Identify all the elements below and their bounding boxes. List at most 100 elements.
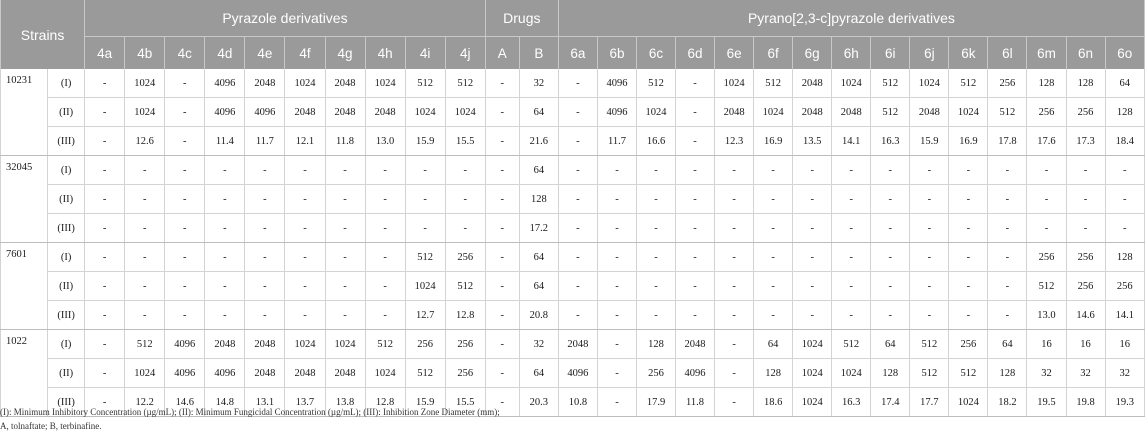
value-cell: - xyxy=(753,242,794,272)
value-cell: 1024 xyxy=(635,97,677,127)
value-cell: - xyxy=(714,213,755,243)
value-cell: 512 xyxy=(404,69,446,98)
value-cell: - xyxy=(84,300,126,330)
value-cell: 2048 xyxy=(284,97,326,127)
value-cell: - xyxy=(635,242,677,272)
row-label: (III) xyxy=(47,300,86,330)
value-cell: - xyxy=(557,97,598,127)
value-cell: 32 xyxy=(1104,358,1145,388)
value-cell: 512 xyxy=(870,97,911,127)
group-header-drugs: Drugs xyxy=(484,0,559,37)
value-cell: 128 xyxy=(635,329,677,359)
value-cell: 18.4 xyxy=(1104,126,1145,156)
value-cell: - xyxy=(987,271,1028,301)
value-cell: 512 xyxy=(948,358,989,388)
column-header: 4d xyxy=(204,36,246,69)
column-header: 6k xyxy=(948,36,989,69)
value-cell: - xyxy=(84,184,126,214)
value-cell: 16 xyxy=(1104,329,1145,359)
value-cell: 1024 xyxy=(284,69,326,98)
value-cell: 256 xyxy=(987,69,1028,98)
value-cell: - xyxy=(714,329,755,359)
value-cell: - xyxy=(675,155,716,185)
value-cell: 2048 xyxy=(909,97,950,127)
value-cell: - xyxy=(1026,184,1067,214)
value-cell: - xyxy=(596,242,637,272)
column-header: 6f xyxy=(753,36,794,69)
value-cell: - xyxy=(831,242,872,272)
value-cell: - xyxy=(164,242,206,272)
value-cell: 256 xyxy=(948,329,989,359)
column-header: 6o xyxy=(1104,36,1145,69)
value-cell: - xyxy=(1104,155,1145,185)
strains-header: Strains xyxy=(0,0,86,69)
value-cell: - xyxy=(84,213,126,243)
value-cell: - xyxy=(124,271,166,301)
value-cell: 15.9 xyxy=(909,126,950,156)
value-cell: - xyxy=(124,213,166,243)
value-cell: 2048 xyxy=(792,69,833,98)
value-cell: 16.9 xyxy=(753,126,794,156)
strain-name: 7601 xyxy=(0,242,49,330)
value-cell: 4096 xyxy=(164,358,206,388)
value-cell: 512 xyxy=(444,69,486,98)
value-cell: 128 xyxy=(753,358,794,388)
value-cell: 11.4 xyxy=(204,126,246,156)
value-cell: - xyxy=(84,358,126,388)
value-cell: - xyxy=(596,358,637,388)
value-cell: 17.4 xyxy=(870,387,911,417)
value-cell: 1024 xyxy=(948,387,989,417)
column-header: 4g xyxy=(324,36,366,69)
value-cell: - xyxy=(557,271,598,301)
value-cell: 2048 xyxy=(244,329,286,359)
value-cell: - xyxy=(284,213,326,243)
value-cell: - xyxy=(675,300,716,330)
value-cell: - xyxy=(831,213,872,243)
value-cell: - xyxy=(831,300,872,330)
value-cell: - xyxy=(948,155,989,185)
value-cell: - xyxy=(284,184,326,214)
row-label: (II) xyxy=(47,97,86,127)
value-cell: - xyxy=(596,155,637,185)
value-cell: 2048 xyxy=(675,329,716,359)
group-header-pyrano-pyrazole: Pyrano[2,3-c]pyrazole derivatives xyxy=(557,0,1145,37)
value-cell: - xyxy=(164,300,206,330)
value-cell: - xyxy=(714,387,755,417)
value-cell: - xyxy=(364,242,406,272)
value-cell: - xyxy=(364,300,406,330)
column-header: 6d xyxy=(675,36,716,69)
value-cell: - xyxy=(596,271,637,301)
value-cell: 4096 xyxy=(675,358,716,388)
value-cell: 256 xyxy=(1104,271,1145,301)
value-cell: - xyxy=(84,242,126,272)
value-cell: 256 xyxy=(635,358,677,388)
value-cell: 512 xyxy=(909,358,950,388)
value-cell: - xyxy=(484,155,520,185)
row-label: (I) xyxy=(47,69,86,98)
value-cell: - xyxy=(364,213,406,243)
value-cell: 256 xyxy=(444,329,486,359)
value-cell: 4096 xyxy=(164,329,206,359)
value-cell: 64 xyxy=(870,329,911,359)
antifungal-activity-table: Strains Pyrazole derivatives Drugs Pyran… xyxy=(0,0,1145,417)
value-cell: 512 xyxy=(987,97,1028,127)
value-cell: 1024 xyxy=(124,358,166,388)
value-cell: - xyxy=(1026,213,1067,243)
value-cell: - xyxy=(948,300,989,330)
table-row: (II) -1024-4096 4096 2048 2048 2048 1024 1024-6… xyxy=(1,97,1145,127)
value-cell: - xyxy=(909,155,950,185)
value-cell: 512 xyxy=(870,69,911,98)
row-label: (II) xyxy=(47,358,86,388)
value-cell: - xyxy=(364,184,406,214)
table-row: (III) -12.6-11.4 11.7 12.1 11.8 13.0 15.9 15.5-… xyxy=(1,126,1145,156)
value-cell: - xyxy=(753,300,794,330)
value-cell: - xyxy=(635,271,677,301)
table-container: Strains Pyrazole derivatives Drugs Pyran… xyxy=(0,0,1145,417)
strain-name: 10231 xyxy=(0,69,49,156)
table-row: 7601 (I) - - - - - - - -512 256-64- - - - - - - - - - - -256 2… xyxy=(0,242,1145,330)
value-cell: - xyxy=(484,242,520,272)
value-cell: - xyxy=(596,184,637,214)
value-cell: - xyxy=(164,97,206,127)
value-cell: 11.7 xyxy=(244,126,286,156)
value-cell: - xyxy=(204,155,246,185)
